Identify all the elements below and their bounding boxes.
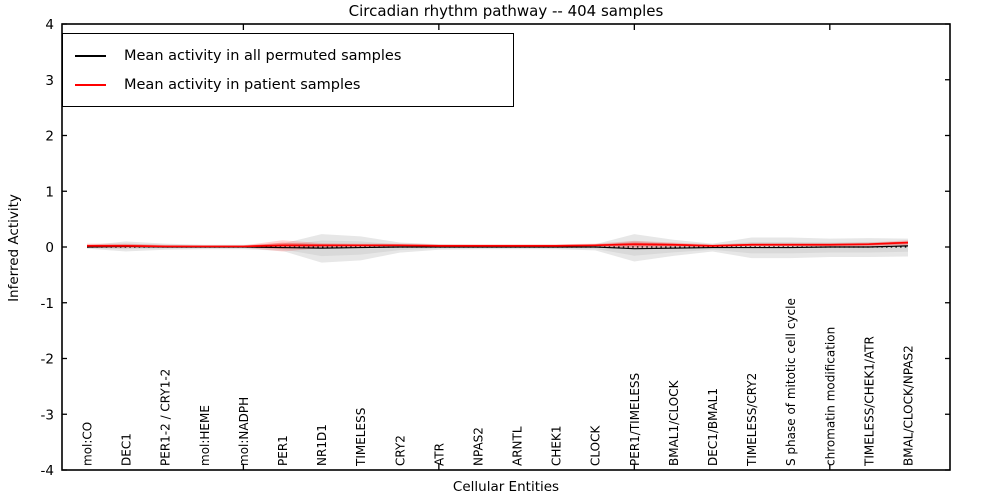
legend: Mean activity in all permuted samples Me… (62, 33, 514, 107)
y-tick-label: 1 (45, 184, 54, 200)
x-category-label: mol:HEME (198, 405, 212, 466)
y-tick-label: -3 (41, 407, 54, 423)
x-category-label: TIMELESS/CHEK1/ATR (862, 336, 876, 467)
legend-label: Mean activity in patient samples (124, 76, 361, 93)
legend-label: Mean activity in all permuted samples (124, 47, 402, 64)
x-category-label: mol:CO (81, 422, 95, 466)
x-category-label: DEC1 (120, 433, 134, 466)
patient-line-swatch (75, 83, 106, 86)
legend-item-permuted: Mean activity in all permuted samples (75, 41, 503, 70)
y-tick-label: -1 (41, 296, 54, 312)
x-category-label: BMAL1/CLOCK (667, 379, 681, 466)
x-category-label: CLOCK (589, 425, 603, 466)
chart-title: Circadian rhythm pathway -- 404 samples (348, 2, 664, 20)
patient-mean-line (87, 241, 909, 248)
y-tick-label: 0 (45, 240, 54, 256)
patient-std-band-inner (87, 241, 908, 249)
x-axis-label: Cellular Entities (452, 479, 560, 495)
y-tick-label: -4 (41, 463, 54, 479)
x-category-label: DEC1/BMAL1 (706, 388, 720, 466)
x-category-label: S phase of mitotic cell cycle (784, 298, 798, 466)
permuted-line-swatch (75, 54, 106, 57)
y-tick-label: 2 (45, 129, 54, 145)
legend-item-patient: Mean activity in patient samples (75, 70, 503, 99)
x-category-label: CHEK1 (550, 426, 564, 467)
x-category-label: NR1D1 (315, 424, 329, 466)
x-category-label: CRY2 (393, 435, 407, 466)
y-tick-label: 3 (45, 73, 54, 89)
permuted-std-band (87, 234, 908, 263)
y-tick-label: -2 (41, 352, 54, 368)
x-category-label: ATR (432, 443, 446, 466)
y-axis-label: Inferred Activity (6, 194, 22, 302)
y-tick-label: 4 (45, 17, 54, 33)
x-category-label: PER1-2 / CRY1-2 (159, 369, 173, 466)
permuted-std-band-inner (87, 240, 908, 257)
x-category-label: TIMELESS/CRY2 (745, 373, 759, 467)
x-category-label: ARNTL (511, 426, 525, 466)
x-category-label: PER1/TIMELESS (628, 373, 642, 466)
x-category-label: mol:NADPH (237, 397, 251, 466)
x-category-label: chromatin modification (823, 327, 837, 466)
x-category-label: BMAL/CLOCK/NPAS2 (902, 345, 916, 466)
x-category-label: PER1 (276, 435, 290, 466)
x-category-label: TIMELESS (354, 408, 368, 467)
x-category-label: NPAS2 (471, 427, 485, 466)
